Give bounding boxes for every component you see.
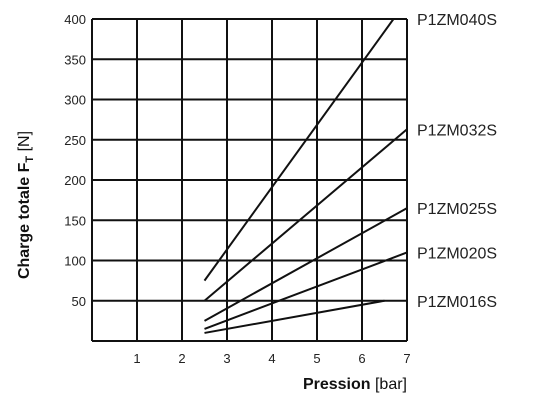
- y-tick-label: 400: [64, 12, 86, 27]
- series-label: P1ZM025S: [417, 201, 497, 218]
- y-axis-title-unit: [N]: [16, 131, 33, 156]
- chart-series-lines: [205, 19, 408, 333]
- y-tick-label: 50: [72, 294, 86, 309]
- series-label: P1ZM020S: [417, 245, 497, 262]
- y-tick-labels: 50 100 150 200 250 300 350 400: [64, 12, 86, 309]
- y-tick-label: 350: [64, 52, 86, 67]
- series-line: [205, 129, 408, 300]
- series-line: [205, 19, 394, 281]
- y-tick-label: 100: [64, 254, 86, 269]
- y-tick-label: 250: [64, 133, 86, 148]
- y-tick-label: 200: [64, 173, 86, 188]
- x-tick-label: 7: [403, 351, 410, 366]
- y-tick-label: 300: [64, 93, 86, 108]
- series-label: P1ZM040S: [417, 12, 497, 29]
- x-tick-labels: 1 2 3 4 5 6 7: [133, 351, 410, 366]
- x-tick-label: 4: [268, 351, 275, 366]
- y-tick-label: 150: [64, 213, 86, 228]
- x-axis-title-main: Pression: [303, 376, 371, 393]
- x-axis-title: Pression [bar]: [303, 376, 407, 393]
- x-tick-label: 6: [358, 351, 365, 366]
- x-tick-label: 2: [178, 351, 185, 366]
- x-axis-title-unit: [bar]: [371, 376, 407, 393]
- x-tick-label: 5: [313, 351, 320, 366]
- y-axis-title-main: Charge totale F: [16, 162, 33, 279]
- x-tick-label: 3: [223, 351, 230, 366]
- series-labels: P1ZM040S P1ZM032S P1ZM025S P1ZM020S P1ZM016S: [417, 12, 497, 311]
- y-axis-title: Charge totale FT [N]: [16, 131, 36, 279]
- series-label: P1ZM016S: [417, 294, 497, 311]
- series-label: P1ZM032S: [417, 122, 497, 139]
- x-tick-label: 1: [133, 351, 140, 366]
